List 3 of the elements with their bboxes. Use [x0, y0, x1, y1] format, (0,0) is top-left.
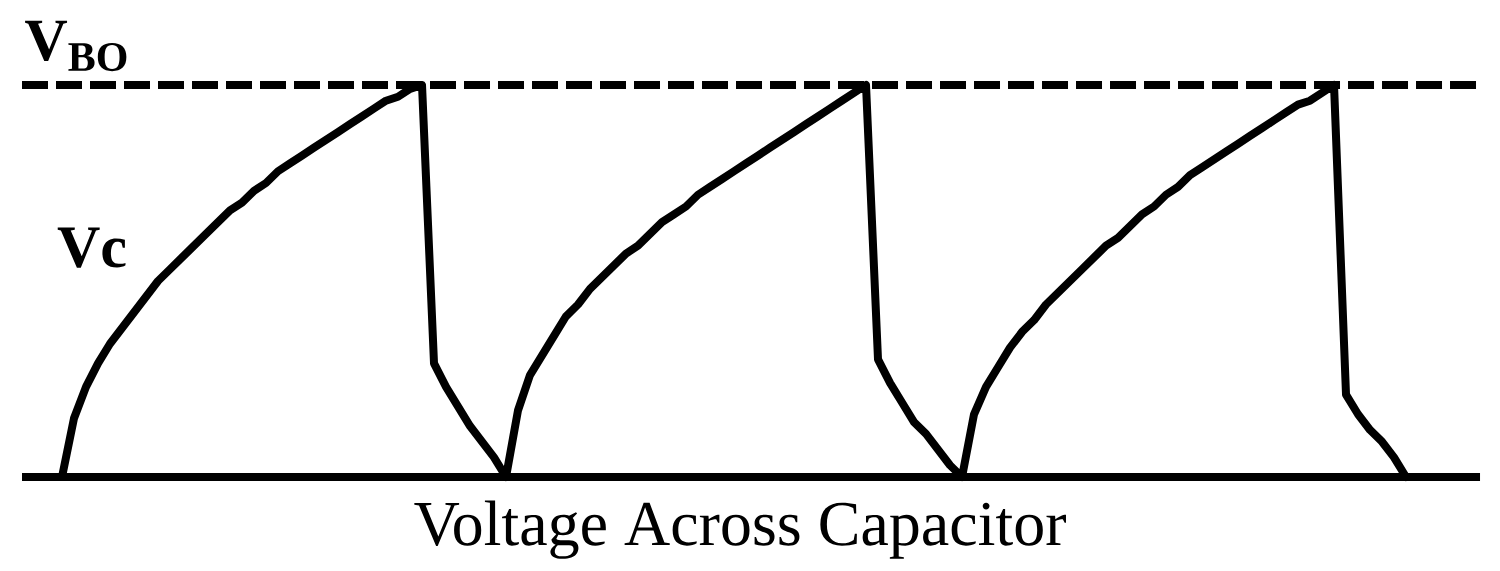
ref-line-label: V$_{BO}$ [25, 20, 127, 72]
x-axis-title: Voltage Across Capacitor [414, 500, 1066, 559]
series-label: Vc [57, 227, 126, 268]
